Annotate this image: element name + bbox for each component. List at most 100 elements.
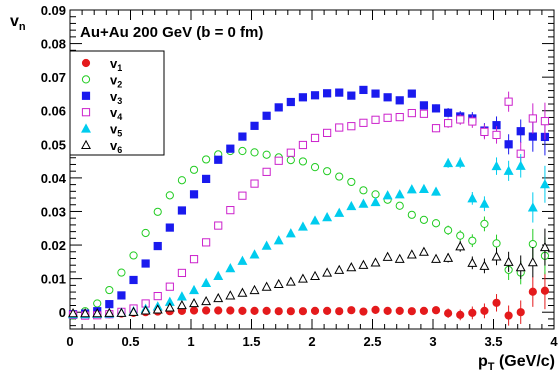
data-point — [105, 285, 114, 295]
x-tick-label: 1 — [187, 334, 194, 349]
data-point — [129, 275, 138, 285]
data-point — [431, 124, 441, 133]
data-point — [527, 256, 538, 267]
data-point — [177, 206, 187, 215]
data-point — [528, 132, 537, 141]
legend-label-main: v — [110, 89, 118, 104]
data-point — [540, 117, 550, 126]
data-point — [407, 108, 416, 118]
y-tick-label: 0.06 — [41, 104, 66, 119]
x-tick-label: 4 — [550, 334, 558, 349]
x-tick-label: 1.5 — [242, 334, 260, 349]
data-point — [117, 291, 126, 300]
data-point — [358, 259, 369, 269]
data-point — [335, 172, 344, 181]
data-point — [395, 113, 404, 122]
data-point — [503, 165, 514, 175]
data-point — [165, 223, 174, 232]
data-point — [141, 228, 150, 238]
data-point — [480, 219, 489, 228]
legend-label-sub: 2 — [117, 79, 122, 89]
data-point — [189, 297, 200, 308]
data-point — [382, 251, 393, 261]
data-point — [238, 146, 247, 156]
data-point — [504, 140, 513, 149]
x-tick-label: 3 — [429, 334, 436, 349]
data-point — [455, 241, 466, 251]
data-point — [153, 291, 162, 301]
data-point — [371, 305, 380, 314]
data-point — [323, 128, 332, 137]
data-point — [383, 93, 392, 102]
data-point — [117, 268, 126, 277]
data-point — [528, 287, 537, 296]
data-point — [153, 241, 162, 251]
data-point — [226, 144, 235, 153]
data-point — [202, 155, 211, 164]
data-point — [274, 103, 283, 112]
x-axis: 0 0.5 1 1.5 2 2.5 3 3.5 4 — [66, 10, 558, 349]
data-point — [129, 251, 138, 260]
series-v5 — [68, 154, 550, 319]
data-point — [92, 308, 103, 318]
data-point — [238, 191, 247, 200]
data-point — [503, 256, 514, 266]
data-point — [202, 306, 211, 315]
data-point — [322, 211, 333, 222]
data-point — [286, 155, 295, 165]
data-point — [504, 97, 513, 106]
data-point — [371, 190, 380, 199]
data-point — [371, 115, 380, 124]
data-point — [419, 306, 429, 315]
data-point — [176, 291, 187, 301]
data-point — [444, 226, 453, 235]
data-point — [431, 104, 441, 113]
data-point — [310, 215, 321, 225]
legend-marker — [81, 91, 91, 100]
data-point — [444, 119, 453, 128]
legend-label: v6 — [110, 138, 122, 155]
legend-marker — [81, 123, 91, 133]
y-tick-label: 0.08 — [41, 37, 66, 52]
data-point — [334, 207, 345, 217]
data-point — [468, 308, 477, 317]
data-point — [322, 267, 333, 277]
legend-item-v4: v4 — [81, 105, 122, 122]
x-tick-label: 0 — [66, 334, 73, 349]
data-point — [480, 127, 489, 136]
y-tick-label: 0.05 — [41, 137, 66, 152]
data-point — [358, 198, 369, 208]
x-axis-label-sub: T — [488, 361, 495, 373]
data-point — [249, 284, 260, 295]
data-point — [334, 264, 345, 274]
data-point — [491, 251, 502, 261]
data-point — [540, 286, 550, 295]
data-point — [202, 238, 211, 247]
data-point — [310, 133, 320, 143]
data-point — [444, 309, 453, 318]
data-point — [418, 246, 429, 256]
data-point — [347, 177, 356, 187]
data-point — [165, 282, 174, 291]
data-point — [104, 307, 115, 317]
y-axis-label-sub: n — [19, 21, 26, 33]
data-point — [443, 252, 454, 262]
data-point — [468, 117, 477, 126]
data-point — [165, 191, 174, 200]
legend-label-sub: 1 — [117, 63, 122, 73]
data-point — [285, 276, 296, 286]
data-point — [359, 85, 368, 95]
data-point — [189, 284, 200, 295]
legend-label-main: v — [110, 105, 118, 120]
data-point — [250, 306, 259, 315]
y-tick-label: 0.01 — [41, 272, 66, 287]
data-point — [189, 165, 199, 174]
data-point — [539, 179, 550, 189]
data-point — [383, 113, 392, 122]
data-point — [383, 306, 392, 315]
data-point — [492, 239, 501, 248]
data-point — [431, 253, 442, 263]
data-point — [298, 157, 308, 166]
series-layer — [68, 85, 550, 326]
data-point — [298, 140, 308, 150]
